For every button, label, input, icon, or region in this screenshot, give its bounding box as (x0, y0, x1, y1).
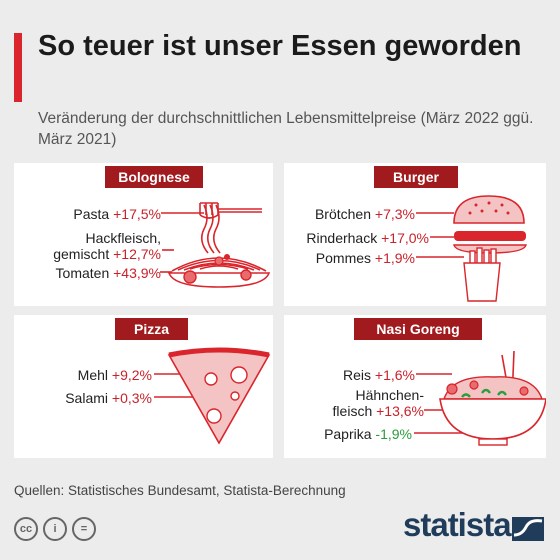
item-name: Brötchen (314, 206, 372, 222)
item-row-reis: Reis +1,6% (343, 367, 415, 383)
burger-icon (416, 195, 527, 302)
item-name: Rinderhack (306, 230, 378, 246)
panel-nasi-goreng: Nasi Goreng Reis +1,6% Hähnchen- fleisch… (284, 315, 546, 458)
item-row-mehl: Mehl +9,2% (78, 367, 152, 383)
panel-burger: Burger Brötchen +7,3% Rinderhack +17,0% … (284, 163, 546, 306)
item-name: Reis (343, 367, 372, 383)
title-accent-bar (14, 33, 22, 102)
license-icons: cc i = (14, 517, 96, 541)
item-row-haehnchen: Hähnchen- fleisch +13,6% (333, 387, 424, 419)
item-name: Hackfleisch, (85, 230, 161, 246)
page-title: So teuer ist unser Essen geworden (38, 30, 522, 62)
item-name: Pommes (315, 250, 372, 266)
item-value: +9,2% (111, 367, 152, 383)
item-row-hackfleisch: Hackfleisch, gemischt +12,7% (53, 230, 161, 262)
no-derivatives-icon[interactable]: = (72, 517, 96, 541)
item-row-paprika: Paprika -1,9% (324, 426, 412, 442)
pizza-slice-icon (154, 347, 271, 445)
item-value: +12,7% (113, 246, 161, 262)
dish-label-nasi-goreng: Nasi Goreng (354, 318, 482, 340)
item-row-pasta: Pasta +17,5% (73, 206, 161, 222)
item-value: +1,6% (374, 367, 415, 383)
item-row-rinderhack: Rinderhack +17,0% (306, 230, 429, 246)
panel-bolognese: Bolognese Pasta (14, 163, 273, 306)
item-name: Pasta (73, 206, 110, 222)
item-row-broetchen: Brötchen +7,3% (315, 206, 415, 222)
item-name: Paprika (324, 426, 372, 442)
dish-label-bolognese: Bolognese (105, 166, 203, 188)
rice-bowl-icon (414, 350, 546, 446)
item-name-line2: gemischt (53, 246, 110, 262)
item-row-salami: Salami +0,3% (65, 390, 152, 406)
attribution-icon[interactable]: i (43, 517, 67, 541)
item-row-tomaten: Tomaten +43,9% (56, 265, 161, 281)
item-name: Salami (65, 390, 109, 406)
creative-commons-icon[interactable]: cc (14, 517, 38, 541)
item-value: +13,6% (376, 403, 424, 419)
statista-wave-icon (512, 517, 544, 541)
item-name-line2: fleisch (332, 403, 373, 419)
item-value: +17,5% (113, 206, 161, 222)
dish-label-pizza: Pizza (115, 318, 188, 340)
spaghetti-fork-icon (160, 202, 271, 288)
panel-pizza: Pizza Mehl +9,2% Salami +0,3% (14, 315, 273, 458)
item-row-pommes: Pommes +1,9% (316, 250, 415, 266)
item-name: Mehl (77, 367, 109, 383)
dish-label-burger: Burger (374, 166, 458, 188)
item-value: +7,3% (374, 206, 415, 222)
item-name: Tomaten (55, 265, 110, 281)
item-value: +43,9% (113, 265, 161, 281)
source-note: Quellen: Statistisches Bundesamt, Statis… (14, 483, 346, 498)
page-subtitle: Veränderung der durchschnittlichen Leben… (38, 110, 534, 148)
item-value: +1,9% (374, 250, 415, 266)
item-name: Hähnchen- (355, 387, 425, 403)
item-value: +0,3% (111, 390, 152, 406)
item-value: +17,0% (381, 230, 429, 246)
item-value: -1,9% (375, 426, 412, 442)
statista-logo[interactable]: statista (403, 506, 512, 543)
